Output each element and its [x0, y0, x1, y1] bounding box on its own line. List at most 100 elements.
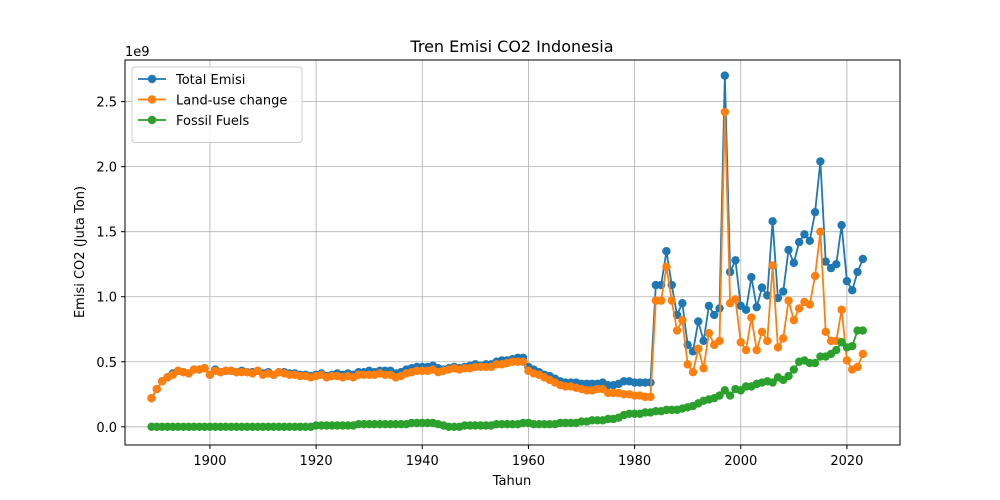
data-point — [837, 305, 846, 314]
chart-title: Tren Emisi CO2 Indonesia — [409, 37, 613, 56]
data-point — [731, 256, 740, 265]
y-tick-label: 2.5 — [96, 96, 117, 111]
series-line — [150, 112, 864, 399]
data-point — [704, 301, 714, 311]
data-point — [768, 378, 777, 387]
data-point — [678, 315, 687, 325]
data-point — [656, 296, 666, 305]
data-point — [747, 273, 756, 282]
data-point — [832, 345, 841, 355]
legend-label: Fossil Fuels — [176, 114, 249, 129]
x-tick-label: 1900 — [193, 454, 226, 469]
data-point — [789, 315, 799, 325]
y-axis-ticks: 0.0 0.5 1.0 1.5 2.0 2.5 — [96, 96, 125, 436]
x-axis-label: Tahun — [492, 474, 531, 489]
y-tick-label: 0.0 — [96, 421, 117, 436]
data-point — [683, 360, 692, 369]
data-point — [816, 227, 825, 236]
data-point — [763, 291, 772, 300]
data-point — [752, 345, 761, 355]
data-point — [784, 296, 793, 305]
plot-frame — [124, 59, 901, 446]
x-tick-label: 2020 — [830, 454, 863, 469]
data-point — [784, 371, 793, 381]
data-point — [779, 287, 788, 296]
data-point — [837, 338, 846, 347]
data-point — [789, 258, 799, 268]
data-point — [853, 362, 862, 372]
data-point — [858, 349, 868, 359]
series-fossil-fuels — [147, 326, 868, 431]
data-point — [789, 365, 799, 374]
data-point — [147, 393, 156, 403]
data-point — [518, 357, 528, 366]
y-tick-label: 2.0 — [96, 161, 117, 176]
data-point — [848, 286, 857, 295]
legend-label: Total Emisi — [175, 73, 245, 88]
data-point — [858, 326, 868, 335]
data-point — [704, 328, 714, 338]
legend-box — [131, 66, 303, 143]
data-point — [731, 295, 740, 304]
legend-label: Land-use change — [176, 94, 287, 109]
data-point — [752, 302, 761, 312]
data-point — [667, 296, 676, 305]
data-point — [784, 245, 793, 255]
data-point — [672, 326, 682, 335]
legend-marker — [147, 95, 157, 104]
data-point — [152, 384, 162, 394]
data-point — [725, 391, 735, 400]
data-point — [805, 300, 814, 309]
data-point — [773, 343, 783, 352]
data-point — [747, 313, 756, 322]
data-point — [800, 230, 809, 239]
data-point — [794, 237, 804, 247]
data-point — [741, 305, 751, 314]
data-point — [805, 236, 814, 245]
data-point — [832, 260, 841, 269]
x-tick-label: 2000 — [724, 454, 757, 469]
y-axis-label: Emisi CO2 (Juta Ton) — [73, 186, 88, 318]
y-tick-label: 0.5 — [96, 356, 117, 371]
x-tick-label: 1940 — [406, 454, 439, 469]
data-point — [853, 267, 862, 277]
data-point — [699, 364, 708, 373]
data-point — [736, 338, 745, 347]
data-point — [715, 336, 724, 346]
series-layer — [147, 71, 868, 431]
data-point — [741, 345, 751, 355]
data-point — [694, 317, 703, 326]
data-point — [688, 367, 698, 377]
data-point — [694, 344, 703, 353]
data-point — [763, 336, 772, 346]
data-point — [200, 364, 209, 373]
data-point — [720, 386, 730, 395]
data-point — [821, 257, 830, 266]
data-point — [848, 341, 857, 351]
data-point — [678, 299, 687, 308]
legend-marker — [147, 115, 157, 125]
data-point — [842, 356, 852, 365]
data-point — [768, 217, 777, 226]
data-point — [720, 107, 730, 117]
data-point — [773, 293, 783, 303]
data-point — [646, 392, 655, 402]
x-tick-label: 1920 — [300, 454, 333, 469]
x-axis-ticks: 1900 1920 1940 1960 1980 2000 2020 — [193, 445, 863, 469]
data-point — [720, 71, 730, 80]
data-point — [699, 336, 708, 346]
legend-marker — [147, 74, 157, 84]
data-point — [710, 310, 719, 320]
data-point — [768, 261, 777, 270]
data-point — [794, 304, 804, 313]
data-point — [715, 391, 724, 400]
x-tick-label: 1980 — [618, 454, 651, 469]
data-point — [757, 283, 767, 292]
legend: Total Emisi Land-use change Fossil Fuels — [131, 66, 303, 143]
data-point — [810, 207, 820, 217]
data-point — [662, 246, 671, 256]
data-point — [858, 254, 868, 264]
data-point — [810, 358, 820, 368]
data-point — [779, 334, 788, 343]
data-point — [821, 327, 830, 337]
